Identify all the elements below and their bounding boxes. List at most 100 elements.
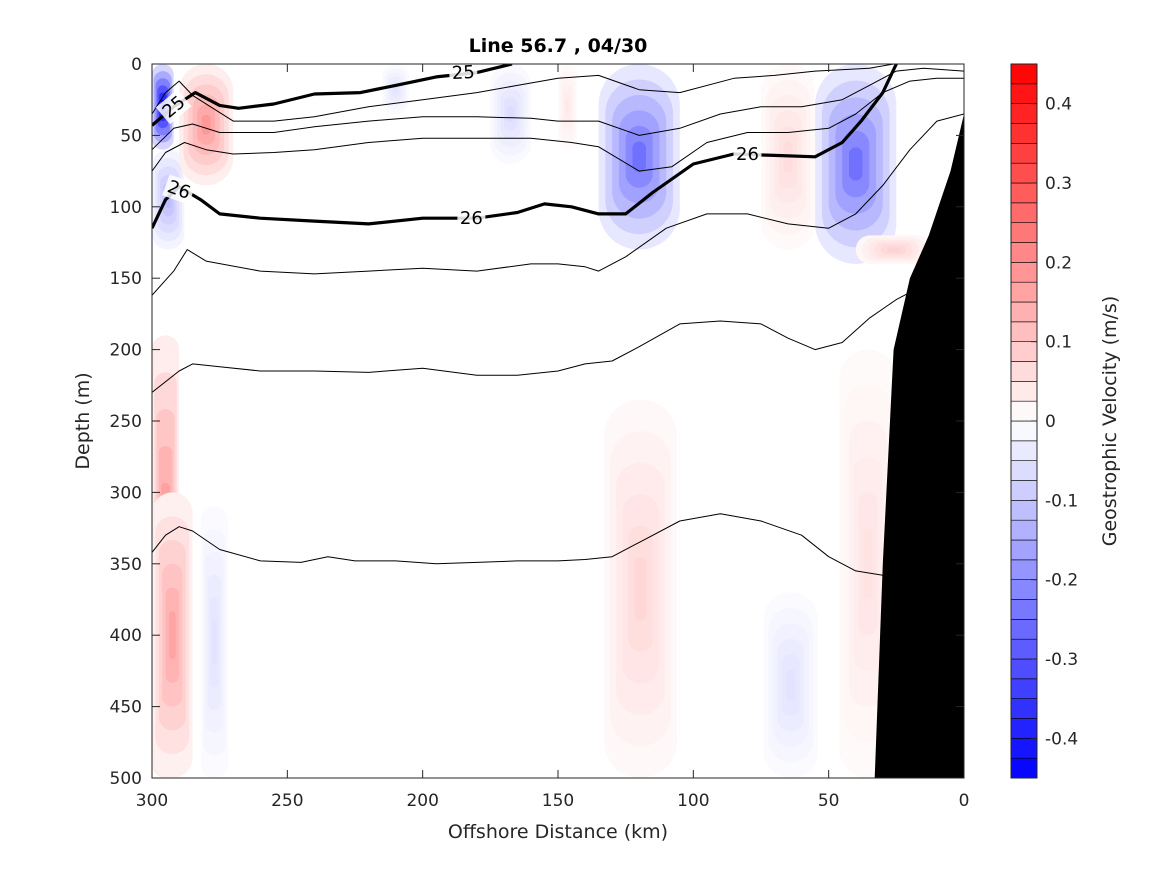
velocity-band xyxy=(507,105,515,123)
colorbar-tick-label: 0.3 xyxy=(1045,174,1072,194)
colorbar-bin xyxy=(1010,619,1038,640)
colorbar-bin xyxy=(1010,262,1038,283)
colorbar-tick-label: 0.2 xyxy=(1045,253,1072,273)
colorbar-tick-label: -0.2 xyxy=(1045,571,1078,591)
colorbar-bin xyxy=(1010,341,1038,362)
velocity-band xyxy=(848,147,863,181)
bathymetry-fill xyxy=(874,114,964,778)
colorbar-tick-label: 0.4 xyxy=(1045,95,1072,115)
velocity-feature-13 xyxy=(604,399,678,778)
colorbar-bin xyxy=(1010,638,1038,660)
colorbar-label: Geostrophic Velocity (m/s) xyxy=(1099,296,1121,546)
y-tick-label: 100 xyxy=(110,198,142,218)
velocity-feature-12 xyxy=(200,506,228,778)
colorbar-bin xyxy=(1010,381,1038,402)
x-tick-label: 100 xyxy=(677,791,709,811)
y-tick-label: 50 xyxy=(120,126,142,146)
density-contour-6 xyxy=(152,277,951,393)
colorbar-bin xyxy=(1010,123,1038,144)
colorbar-bin xyxy=(1010,182,1038,204)
colorbar-bin xyxy=(1010,539,1038,561)
density-contours xyxy=(152,64,964,576)
velocity-band xyxy=(565,99,570,114)
colorbar-bin xyxy=(1010,738,1038,759)
density-contour-5 xyxy=(152,113,964,296)
colorbar-bin xyxy=(1010,103,1038,124)
colorbar-bin xyxy=(1010,579,1038,600)
colorbar-bin xyxy=(1010,143,1038,164)
contour-label-4: 26 xyxy=(733,142,762,165)
velocity-band xyxy=(632,141,646,173)
velocity-feature-6 xyxy=(598,64,680,250)
x-tick-label: 200 xyxy=(406,791,438,811)
contour-label-bg xyxy=(733,142,762,165)
x-axis-ticks: 300 250 200 150 100 50 0 xyxy=(136,64,970,811)
colorbar-tick-label: -0.1 xyxy=(1045,491,1078,511)
velocity-field xyxy=(152,64,932,778)
colorbar-bin xyxy=(1010,519,1038,541)
velocity-band xyxy=(168,611,176,659)
x-tick-label: 150 xyxy=(542,791,574,811)
x-tick-label: 300 xyxy=(136,791,168,811)
colorbar-bin xyxy=(1010,440,1038,461)
velocity-feature-11 xyxy=(152,492,193,778)
y-tick-label: 400 xyxy=(110,626,142,646)
colorbar-bin xyxy=(1010,222,1038,243)
colorbar-bin xyxy=(1010,321,1038,342)
colorbar-bin xyxy=(1010,500,1038,521)
contour-label-bg xyxy=(155,89,192,125)
velocity-feature-2 xyxy=(179,64,234,186)
colorbar-bin xyxy=(1010,400,1038,422)
contour-label-bg xyxy=(448,64,478,85)
colorbar-bin xyxy=(1010,757,1038,779)
velocity-feature-14 xyxy=(763,592,818,778)
colorbar-bin xyxy=(1010,698,1038,719)
contour-label-text: 26 xyxy=(460,208,483,229)
velocity-feature-4 xyxy=(490,64,531,164)
y-tick-label: 150 xyxy=(110,269,142,289)
y-tick-label: 350 xyxy=(110,555,142,575)
contour-label-text: 26 xyxy=(736,144,759,165)
colorbar-tick-label: -0.3 xyxy=(1045,650,1078,670)
colorbar-bin xyxy=(1010,162,1038,184)
velocity-band xyxy=(201,114,211,135)
y-tick-label: 0 xyxy=(131,55,142,75)
contour-label-3: 26 xyxy=(457,207,486,230)
colorbar-bin xyxy=(1010,202,1038,223)
colorbar-bin xyxy=(1010,242,1038,263)
y-axis-ticks: 0 50 100 150 200 250 300 350 400 450 500 xyxy=(110,55,964,789)
contour-label-bg xyxy=(162,174,196,205)
velocity-feature-3 xyxy=(382,64,410,114)
colorbar-bin xyxy=(1010,301,1038,323)
colorbar-bin xyxy=(1010,361,1038,382)
x-tick-label: 250 xyxy=(271,791,303,811)
density-contour-3 xyxy=(152,77,964,172)
density-contour-7 xyxy=(152,513,883,576)
chart-title: Line 56.7 , 04/30 xyxy=(469,35,648,57)
contour-label-1: 25 xyxy=(448,62,478,85)
x-axis-label: Offshore Distance (km) xyxy=(448,821,668,843)
colorbar-tick-label: 0 xyxy=(1045,412,1056,432)
colorbar-bin xyxy=(1010,420,1038,442)
colorbar-bin xyxy=(1010,658,1038,680)
y-tick-label: 300 xyxy=(110,483,142,503)
velocity-band xyxy=(211,619,217,665)
velocity-feature-9 xyxy=(855,235,932,264)
colorbar: 0.4 0.3 0.2 0.1 0 -0.1 -0.2 -0.3 -0.4 xyxy=(1010,63,1078,779)
density-contour-1 xyxy=(152,64,894,122)
y-tick-label: 200 xyxy=(110,341,142,361)
contour-label-text: 25 xyxy=(451,62,475,84)
colorbar-bin xyxy=(1010,281,1038,303)
colorbar-bin xyxy=(1010,460,1038,481)
colorbar-bin xyxy=(1010,718,1038,739)
velocity-band xyxy=(863,528,873,600)
y-axis-label: Depth (m) xyxy=(72,372,94,469)
x-tick-label: 0 xyxy=(959,791,970,811)
colorbar-bin xyxy=(1010,83,1038,104)
velocity-band xyxy=(887,247,900,253)
contour-label-bg xyxy=(457,207,486,230)
colorbar-tick-label: -0.4 xyxy=(1045,729,1078,749)
